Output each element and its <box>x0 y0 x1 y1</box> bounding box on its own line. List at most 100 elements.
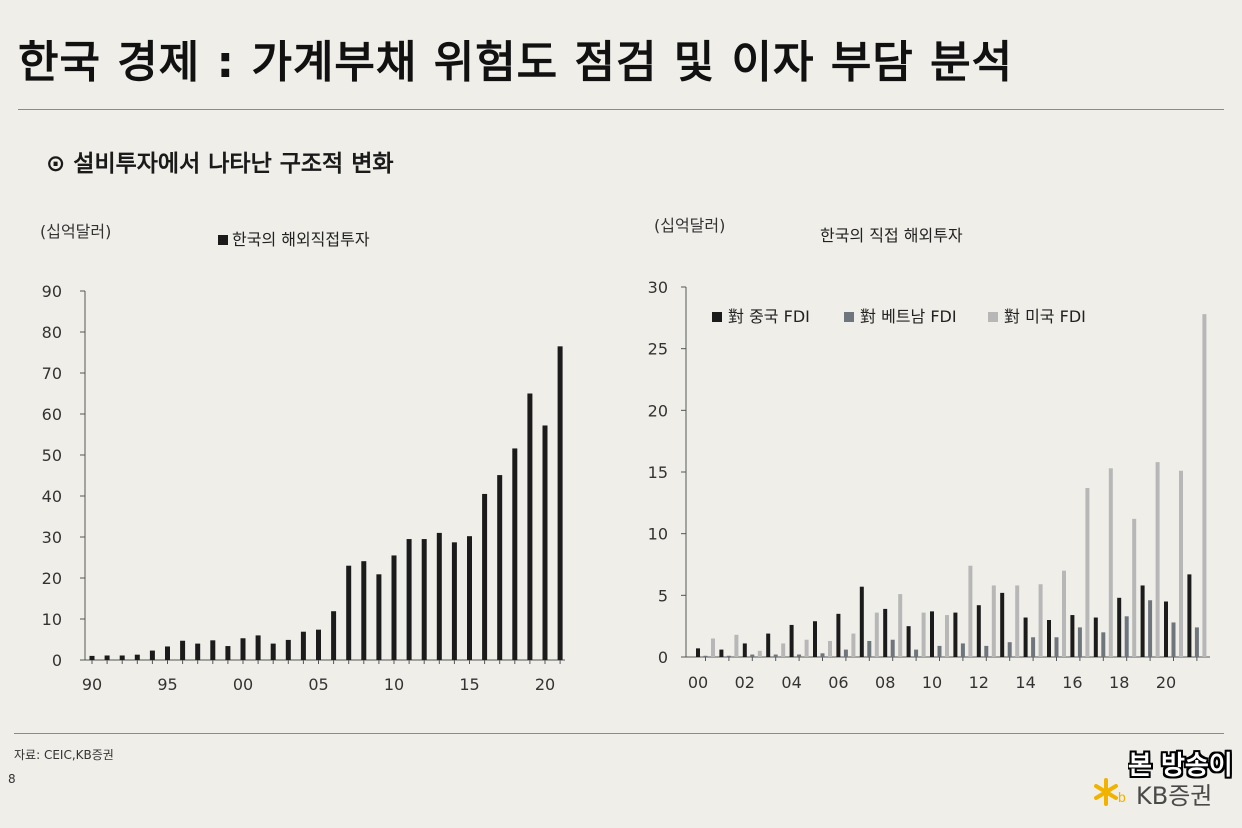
left-bar <box>361 561 367 660</box>
left-bar <box>497 475 503 660</box>
kb-logo: b KB증권 <box>1092 776 1232 810</box>
right-bar-series-0 <box>742 643 747 657</box>
right-bar-series-0 <box>789 624 794 657</box>
right-legend-swatch <box>712 312 722 322</box>
left-bar <box>512 448 518 660</box>
left-bar <box>346 565 352 660</box>
left-x-tick-label: 05 <box>308 675 328 694</box>
left-bar-chart: 0 10 20 30 40 50 60 70 80 90 90 95 00 05 10 15 20 <box>42 282 565 694</box>
right-x-tick-label: 16 <box>1062 673 1082 692</box>
right-bar-series-2 <box>1062 570 1066 657</box>
svg-text:b: b <box>1118 789 1126 805</box>
right-bar-series-0 <box>1140 585 1145 657</box>
left-x-tick-label: 90 <box>82 675 102 694</box>
left-legend-swatch <box>218 235 228 245</box>
right-y-tick-label: 30 <box>648 278 668 297</box>
left-bar <box>316 629 321 660</box>
logo-text: KB증권 <box>1136 782 1213 810</box>
right-bar-series-1 <box>1148 600 1153 657</box>
left-bar <box>436 532 442 660</box>
right-x-tick-label: 06 <box>828 673 848 692</box>
right-bar-series-0 <box>836 613 841 657</box>
left-bar <box>195 643 201 660</box>
right-bar-series-2 <box>1015 585 1020 657</box>
left-bar <box>270 643 276 660</box>
right-bar-series-0 <box>859 586 864 657</box>
right-bar-series-2 <box>734 634 739 657</box>
left-bar <box>376 574 382 660</box>
right-bar-series-2 <box>921 612 926 657</box>
right-legend-label: 對 미국 FDI <box>1004 307 1086 326</box>
right-bar-series-1 <box>984 645 989 657</box>
right-bar-series-0 <box>1164 601 1168 657</box>
right-bar-series-0 <box>883 608 888 657</box>
right-chart-unit-label: (십억달러) <box>654 216 726 235</box>
right-bar-series-1 <box>1171 622 1176 657</box>
right-bar-series-2 <box>1085 488 1090 657</box>
left-bar <box>89 655 95 660</box>
left-y-tick-label: 10 <box>42 610 62 629</box>
left-bar <box>331 611 337 660</box>
left-bar <box>104 655 110 660</box>
left-y-tick-label: 0 <box>52 651 62 670</box>
left-bar <box>149 650 155 660</box>
right-bar-series-0 <box>696 648 700 657</box>
left-bar <box>451 542 457 660</box>
page-title: 한국 경제 : 가계부채 위험도 점검 및 이자 부담 분석 <box>18 37 1014 88</box>
right-bar-series-0 <box>953 612 958 657</box>
right-bar-series-2 <box>1179 470 1183 657</box>
right-bar-series-0 <box>1187 574 1192 657</box>
left-y-tick-label: 30 <box>42 528 62 547</box>
right-bar-series-1 <box>867 640 872 657</box>
right-bar-series-2 <box>945 615 949 657</box>
left-y-tick-label: 40 <box>42 487 62 506</box>
right-chart-title: 한국의 직접 해외투자 <box>820 226 963 245</box>
left-bar <box>165 646 170 660</box>
left-y-tick-label: 60 <box>42 405 62 424</box>
left-bar <box>210 640 216 660</box>
right-bar-series-2 <box>1155 462 1160 657</box>
left-x-tick-label: 10 <box>384 675 404 694</box>
left-chart-legend: 한국의 해외직접투자 <box>218 226 370 250</box>
broadcast-overlay-text: 본 방송이 <box>1128 751 1233 781</box>
right-bar-series-1 <box>726 655 731 657</box>
right-bar-series-0 <box>1023 617 1028 657</box>
right-bar-series-1 <box>797 654 802 657</box>
left-bar <box>134 654 140 660</box>
right-bar-series-0 <box>719 649 724 657</box>
title-divider <box>18 109 1224 110</box>
footer-divider <box>14 733 1224 734</box>
right-x-tick-label: 10 <box>922 673 942 692</box>
right-bar-series-0 <box>1000 592 1005 657</box>
right-bar-series-0 <box>1070 615 1075 657</box>
right-bar-series-2 <box>851 633 856 657</box>
right-x-tick-label: 02 <box>735 673 755 692</box>
left-bar <box>391 555 397 660</box>
right-x-tick-label: 08 <box>875 673 895 692</box>
right-bar-series-1 <box>1031 637 1036 657</box>
right-legend-swatch <box>988 312 998 322</box>
right-bar-series-2 <box>1038 584 1043 657</box>
left-bar <box>421 539 427 660</box>
right-y-tick-label: 20 <box>648 401 668 420</box>
right-y-tick-label: 25 <box>648 340 668 359</box>
right-bar-series-0 <box>1047 620 1051 657</box>
right-legend-swatch <box>844 312 854 322</box>
right-bar-series-2 <box>711 638 715 657</box>
right-bar-series-1 <box>1054 637 1059 657</box>
right-bar-series-0 <box>906 626 911 657</box>
page-number: 8 <box>8 772 16 786</box>
left-y-tick-label: 80 <box>42 323 62 342</box>
right-bar-series-1 <box>914 649 919 657</box>
left-bar <box>180 640 186 660</box>
right-y-tick-label: 0 <box>658 648 668 667</box>
right-bar-series-2 <box>898 594 903 657</box>
kb-star-icon: b <box>1094 778 1126 806</box>
right-bar-series-1 <box>1124 616 1129 657</box>
right-bar-series-1 <box>1101 632 1106 657</box>
right-bar-series-1 <box>937 645 942 657</box>
right-bar-series-1 <box>1194 627 1199 657</box>
left-y-tick-label: 70 <box>42 364 62 383</box>
left-chart-unit-label: (십억달러) <box>40 222 112 241</box>
left-x-tick-label: 15 <box>459 675 479 694</box>
